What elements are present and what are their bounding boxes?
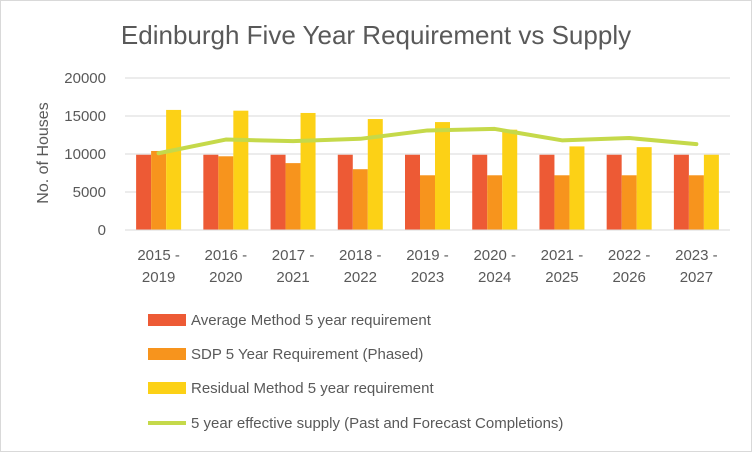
bar-2 — [218, 156, 234, 230]
x-tick-label: 2025 — [545, 269, 578, 286]
x-tick-label: 2023 - — [675, 247, 718, 264]
bar-3 — [166, 109, 182, 230]
bar-2 — [621, 175, 637, 230]
y-tick-label: 15000 — [64, 108, 106, 125]
bar-3 — [233, 110, 249, 230]
legend-swatch — [148, 314, 186, 326]
bar-1 — [337, 154, 353, 230]
x-tick-label: 2027 — [680, 269, 713, 286]
legend-label: SDP 5 Year Requirement (Phased) — [191, 346, 423, 363]
y-tick-label: 0 — [98, 222, 106, 239]
legend-swatch — [148, 382, 186, 394]
bar-2 — [554, 175, 570, 230]
y-tick-label: 10000 — [64, 146, 106, 163]
bar-3 — [367, 119, 383, 230]
bar-2 — [151, 150, 167, 230]
legend-label: Residual Method 5 year requirement — [191, 380, 434, 397]
legend: Average Method 5 year requirement SDP 5 Y… — [148, 312, 563, 432]
legend-swatch — [148, 348, 186, 360]
x-tick-label: 2019 — [142, 269, 175, 286]
x-tick-label: 2021 - — [541, 247, 584, 264]
bars — [136, 109, 719, 230]
bar-2 — [487, 175, 503, 230]
supply-line — [156, 126, 699, 156]
chart-title: Edinburgh Five Year Requirement vs Suppl… — [120, 20, 632, 50]
y-tick-label: 20000 — [64, 70, 106, 87]
x-tick-label: 2022 — [344, 269, 377, 286]
bar-1 — [673, 154, 689, 230]
x-tick-label: 2023 — [411, 269, 444, 286]
bar-3 — [300, 112, 316, 230]
x-tick-label: 2015 - — [137, 247, 180, 264]
bar-2 — [352, 169, 368, 230]
bar-1 — [136, 154, 152, 230]
bar-1 — [539, 154, 555, 230]
x-tick-label: 2022 - — [608, 247, 651, 264]
bar-1 — [203, 154, 219, 230]
x-tick-label: 2019 - — [406, 247, 449, 264]
x-tick-label: 2017 - — [272, 247, 315, 264]
bar-2 — [688, 175, 704, 230]
bar-1 — [405, 154, 420, 230]
y-tick-label: 5000 — [73, 184, 106, 201]
x-tick-label: 2026 — [612, 269, 645, 286]
bar-3 — [435, 122, 450, 230]
x-tick-label: 2018 - — [339, 247, 382, 264]
bar-1 — [606, 154, 622, 230]
x-tick-label: 2021 — [276, 269, 309, 286]
bar-2 — [420, 175, 435, 230]
bar-1 — [270, 154, 286, 230]
x-tick-label: 2020 — [209, 269, 242, 286]
x-tick-label: 2016 - — [205, 247, 248, 264]
bar-3 — [569, 146, 585, 230]
x-axis-ticks: 2015 - 2019 2016 - 2020 2017 - 2021 2018 - 2022… — [125, 229, 730, 286]
bar-1 — [472, 154, 488, 230]
legend-label: Average Method 5 year requirement — [191, 312, 432, 329]
bar-3 — [703, 154, 719, 230]
y-axis-label: No. of Houses — [35, 102, 52, 203]
x-tick-label: 2020 - — [473, 247, 516, 264]
x-tick-label: 2024 — [478, 269, 511, 286]
bar-3 — [502, 129, 518, 230]
y-axis-ticks: 0 5000 10000 15000 20000 — [64, 70, 106, 239]
bar-3 — [636, 147, 652, 230]
legend-label: 5 year effective supply (Past and Foreca… — [191, 415, 563, 432]
bar-2 — [285, 163, 301, 230]
series-line-1 — [156, 126, 699, 156]
